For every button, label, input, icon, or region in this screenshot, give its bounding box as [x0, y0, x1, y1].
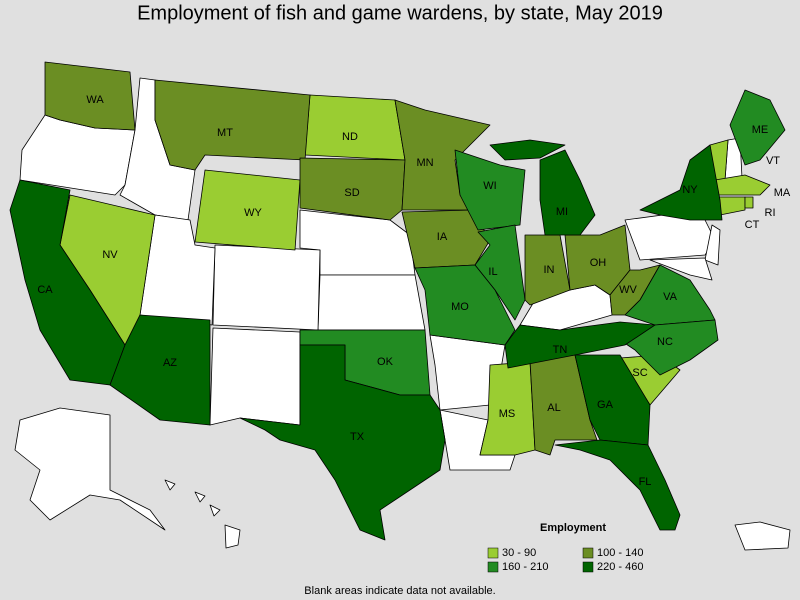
- state-label: AZ: [163, 357, 177, 369]
- state: SD: [299, 157, 406, 221]
- state: MO: [414, 264, 516, 346]
- state-shape: [304, 94, 406, 161]
- state: NC: [619, 319, 719, 376]
- state-label: TX: [350, 431, 365, 443]
- legend-label: 30 - 90: [502, 547, 536, 559]
- state: MI: [489, 139, 596, 236]
- state: VA: [624, 264, 716, 326]
- state: TN: [504, 321, 656, 369]
- state-label: MS: [499, 408, 516, 420]
- state: FL: [554, 439, 681, 531]
- state: TX: [239, 344, 446, 541]
- state-shape: [414, 264, 516, 346]
- state-shape: [194, 169, 301, 251]
- legend: 30 - 90 100 - 140 160 - 210 220 - 460: [487, 547, 643, 573]
- state: WA: [44, 61, 136, 131]
- state-shape: [554, 439, 681, 531]
- state-label: WA: [86, 94, 104, 106]
- state: MT: [154, 79, 311, 171]
- state: ND: [304, 94, 406, 161]
- state-label: MI: [556, 206, 568, 218]
- state: NY: [639, 144, 723, 221]
- state-label: VT: [766, 155, 780, 167]
- state-shape: [154, 79, 311, 171]
- state: WY: [194, 169, 301, 251]
- state: NV: [59, 194, 156, 346]
- state-label: CT: [745, 219, 760, 231]
- state-shape: [729, 89, 786, 166]
- state-shape: [619, 319, 719, 376]
- state: WI: [454, 149, 526, 231]
- legend-label: 220 - 460: [597, 561, 643, 573]
- state-shape: [299, 157, 406, 221]
- state-label: RI: [765, 207, 776, 219]
- state-label: IA: [437, 231, 448, 243]
- state-label: MN: [416, 157, 433, 169]
- state-label: IL: [488, 266, 497, 278]
- state-label: AL: [547, 402, 560, 414]
- state-label: MT: [217, 127, 233, 139]
- state-shape: [504, 321, 656, 369]
- legend-swatch: [487, 547, 499, 559]
- legend-swatch: [582, 547, 594, 559]
- state: AZ: [109, 314, 211, 426]
- map-title: Employment of fish and game wardens, by …: [137, 2, 663, 24]
- state-label: ND: [342, 131, 358, 143]
- state-shape: [744, 196, 754, 209]
- state-label: CA: [37, 284, 53, 296]
- state-shape: [639, 144, 723, 221]
- state: ME: [729, 89, 786, 166]
- state: RI: [744, 196, 776, 219]
- state-label: MA: [774, 187, 791, 199]
- state: MS: [479, 361, 536, 456]
- state-label: VA: [663, 291, 678, 303]
- state-label: WV: [619, 284, 637, 296]
- state-shape: [44, 61, 136, 131]
- state-shape: [401, 209, 491, 269]
- state: IL: [474, 224, 526, 321]
- state-label: WY: [244, 207, 262, 219]
- state-label: SD: [344, 187, 359, 199]
- state-label: IN: [544, 264, 555, 276]
- state-label: NY: [682, 184, 698, 196]
- state: OH: [564, 224, 631, 296]
- legend-label: 100 - 140: [597, 547, 643, 559]
- state-shape: [109, 314, 211, 426]
- state-label: MO: [451, 301, 469, 313]
- state-label: ME: [752, 124, 769, 136]
- state-label: TN: [553, 344, 568, 356]
- legend-swatch: [582, 561, 594, 573]
- state-label: OK: [377, 356, 394, 368]
- state: IA: [401, 209, 491, 269]
- state-shape: [539, 149, 596, 236]
- state-label: FL: [639, 476, 652, 488]
- state-shape: [474, 224, 526, 321]
- state-shape: [239, 344, 446, 541]
- state-label: SC: [632, 367, 647, 379]
- state-label: GA: [597, 399, 614, 411]
- state-label: OH: [590, 257, 607, 269]
- legend-label: 160 - 210: [502, 561, 548, 573]
- state-shape: [489, 139, 566, 161]
- state-label: WI: [483, 180, 496, 192]
- footnote: Blank areas indicate data not available.: [304, 585, 495, 597]
- state-label: NV: [102, 249, 118, 261]
- legend-swatch: [487, 561, 499, 573]
- legend-title: Employment: [540, 522, 606, 534]
- state-shape: [454, 149, 526, 231]
- state-label: NC: [657, 336, 673, 348]
